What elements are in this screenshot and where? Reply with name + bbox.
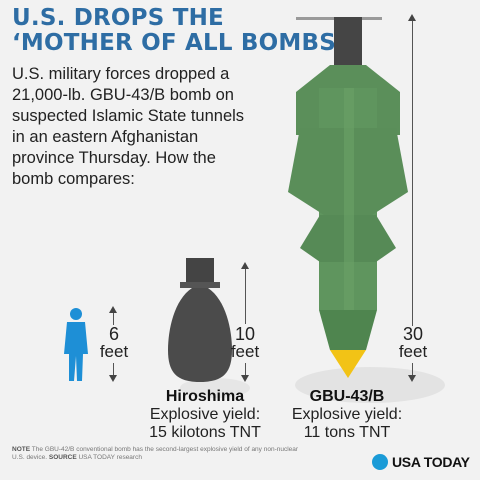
hiroshima-height-label: 10 feet bbox=[222, 324, 268, 361]
arrow-down-icon bbox=[241, 375, 249, 382]
measure-line bbox=[245, 269, 246, 324]
moab-nose bbox=[319, 310, 377, 350]
moab-height-label: 30 feet bbox=[392, 324, 434, 361]
hiroshima-height-value: 10 bbox=[234, 324, 256, 344]
moab-height-unit: feet bbox=[398, 342, 428, 361]
measure-line bbox=[245, 363, 246, 375]
moab-tail-cap bbox=[334, 17, 362, 65]
headline-line-2: ‘MOTHER OF ALL BOMBS’ bbox=[12, 30, 345, 56]
hiroshima-yield-value: 15 kilotons TNT bbox=[149, 424, 261, 441]
brand-name: USA TODAY bbox=[392, 454, 470, 470]
moab-highlight bbox=[344, 88, 354, 313]
note-label: NOTE bbox=[12, 446, 31, 453]
person-height-label: 6 feet bbox=[96, 324, 132, 361]
intro-line: in an eastern Afghanistan bbox=[12, 128, 199, 146]
person-head bbox=[70, 308, 82, 320]
arrow-down-icon bbox=[109, 375, 117, 382]
footer-note: NOTE The GBU-42/B conventional bomb has … bbox=[12, 446, 302, 462]
moab-yellow-tip bbox=[330, 350, 366, 378]
source-label: SOURCE bbox=[48, 454, 77, 461]
person-silhouette-icon bbox=[64, 308, 88, 381]
source-text: USA TODAY research bbox=[78, 454, 142, 461]
hiroshima-body bbox=[168, 288, 232, 382]
hiroshima-caption: Hiroshima Explosive yield: 15 kilotons T… bbox=[135, 388, 275, 442]
moab-caption: GBU-43/B Explosive yield: 11 tons TNT bbox=[282, 388, 412, 442]
intro-line: bomb compares: bbox=[12, 170, 135, 188]
arrow-up-icon bbox=[109, 306, 117, 313]
measure-line bbox=[412, 363, 413, 375]
measure-line bbox=[412, 21, 413, 326]
intro-text: U.S. military forces dropped a 21,000-lb… bbox=[12, 64, 292, 190]
moab-shadow bbox=[295, 367, 445, 403]
person-body bbox=[64, 322, 88, 381]
moab-height-value: 30 bbox=[402, 324, 424, 344]
hiroshima-shadow bbox=[180, 378, 250, 398]
headline: U.S. DROPS THE ‘MOTHER OF ALL BOMBS’ bbox=[12, 6, 345, 56]
intro-line: 21,000-lb. GBU-43/B bomb on bbox=[12, 86, 234, 104]
intro-line: U.S. military forces dropped a bbox=[12, 65, 230, 83]
measure-line bbox=[113, 363, 114, 375]
hiroshima-tail bbox=[186, 258, 214, 284]
person-height-value: 6 bbox=[108, 324, 119, 344]
measure-line bbox=[113, 313, 114, 325]
arrow-down-icon bbox=[408, 375, 416, 382]
hiroshima-bomb-icon bbox=[168, 258, 232, 382]
hiroshima-name: Hiroshima bbox=[165, 388, 245, 405]
hiroshima-height-unit: feet bbox=[230, 342, 260, 361]
arrow-up-icon bbox=[408, 14, 416, 21]
hiroshima-tail-ring bbox=[180, 282, 220, 288]
person-height-unit: feet bbox=[99, 342, 129, 361]
moab-yield-value: 11 tons TNT bbox=[303, 424, 391, 441]
arrow-up-icon bbox=[241, 262, 249, 269]
headline-line-1: U.S. DROPS THE bbox=[12, 5, 224, 31]
moab-name: GBU-43/B bbox=[309, 388, 385, 405]
usa-today-logo-icon bbox=[372, 454, 388, 470]
intro-line: suspected Islamic State tunnels bbox=[12, 107, 245, 125]
hiroshima-yield-label: Explosive yield: bbox=[149, 406, 261, 423]
intro-line: province Thursday. How the bbox=[12, 149, 216, 167]
note-text: The GBU-42/B conventional bomb has the s… bbox=[12, 446, 299, 461]
moab-yield-label: Explosive yield: bbox=[291, 406, 403, 423]
moab-bomb-icon bbox=[288, 17, 408, 378]
